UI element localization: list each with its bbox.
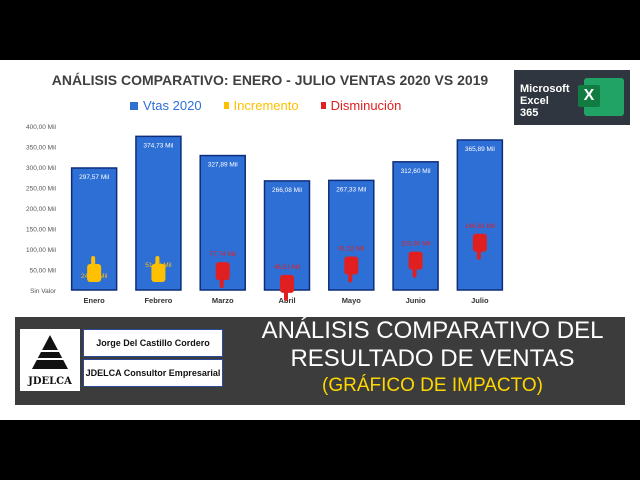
- banner-title: ANÁLISIS COMPARATIVO DEL RESULTADO DE VE…: [240, 317, 625, 373]
- thumbs-down-icon: [344, 256, 359, 275]
- legend-label-incremento: Incremento: [233, 98, 299, 113]
- data-label-decrease: 46,51 Mil: [274, 264, 301, 271]
- badge-line-version: 365: [520, 107, 539, 119]
- thumbs-down-icon: [408, 251, 423, 270]
- thumbs-down-thumb-icon: [412, 267, 417, 278]
- y-tick-label: 250,00 Mil: [26, 186, 57, 193]
- x-tick-label: Febrero: [144, 296, 172, 305]
- bar-vtas-2020: [199, 154, 246, 291]
- banner-title-line1: ANÁLISIS COMPARATIVO DEL: [261, 317, 604, 344]
- y-tick-label: 200,00 Mil: [26, 206, 57, 213]
- legend-label-disminucion: Disminución: [330, 98, 402, 113]
- thumbs-down-thumb-icon: [476, 249, 481, 260]
- banner-subtitle: (GRÁFICO DE IMPACTO): [322, 375, 543, 396]
- x-tick-label: Mayo: [342, 296, 362, 305]
- thumbs-up-icon: [151, 264, 166, 282]
- thumbs-down-icon: [320, 102, 326, 109]
- data-label-vtas: 312,60 Mil: [401, 168, 432, 175]
- data-label-vtas: 374,73 Mil: [143, 142, 174, 149]
- y-tick-label: 350,00 Mil: [26, 145, 57, 152]
- chart-legend: Vtas 2020 Incremento Disminución: [130, 98, 401, 113]
- y-tick-label: 400,00 Mil: [26, 124, 57, 131]
- thumbs-up-thumb-icon: [155, 256, 160, 266]
- pyramid-logo-icon: [32, 335, 68, 369]
- data-label-vtas: 365,89 Mil: [465, 146, 496, 153]
- x-tick-label: Junio: [406, 296, 426, 305]
- data-label-decrease: 146,81 Mil: [465, 223, 496, 230]
- company-logo: JDELCA: [20, 329, 80, 391]
- badge-line-microsoft: Microsoft: [520, 83, 570, 95]
- author-name: Jorge Del Castillo Cordero: [83, 329, 223, 357]
- data-label-decrease: 91,52 Mil: [338, 245, 365, 252]
- legend-swatch-vtas: [130, 101, 138, 110]
- y-tick-label: 300,00 Mil: [26, 165, 57, 172]
- chart-canvas: Sin Valor 50,00 Mil 100,00 Mil 150,00 Mil 20…: [26, 124, 504, 305]
- legend-item-vtas: Vtas 2020: [130, 98, 202, 113]
- thumbs-down-icon: [215, 262, 230, 281]
- data-label-vtas: 297,57 Mil: [79, 174, 110, 181]
- y-tick-label: 50,00 Mil: [30, 268, 57, 275]
- thumbs-up-icon: [87, 264, 102, 282]
- legend-item-incremento: Incremento: [223, 98, 299, 113]
- company-name: JDELCA Consultor Empresarial: [83, 359, 223, 387]
- excel-badge-text: Microsoft Excel 365: [520, 83, 570, 119]
- data-label-vtas: 266,08 Mil: [272, 187, 303, 194]
- excel-icon-letter: X: [578, 85, 600, 107]
- thumbs-down-icon: [280, 274, 294, 293]
- y-tick-label: 150,00 Mil: [26, 227, 57, 234]
- badge-line-excel: Excel: [520, 95, 549, 107]
- data-label-decrease: 103,30 Mil: [401, 241, 432, 248]
- thumbs-up-icon: [223, 102, 229, 109]
- legend-label-vtas: Vtas 2020: [143, 98, 202, 113]
- thumbs-up-thumb-icon: [91, 256, 96, 266]
- y-tick-label: 100,00 Mil: [26, 247, 57, 254]
- thumbs-down-thumb-icon: [348, 272, 353, 283]
- thumbs-down-thumb-icon: [284, 290, 288, 301]
- x-tick-label: Marzo: [212, 296, 234, 305]
- y-tick-label: Sin Valor: [30, 288, 57, 295]
- title-banner: JDELCA Jorge Del Castillo Cordero JDELCA…: [15, 317, 625, 405]
- chart-frame: Sin Valor 50,00 Mil 100,00 Mil 150,00 Mil 20…: [0, 60, 640, 420]
- excel-badge: Microsoft Excel 365 X: [514, 70, 630, 125]
- thumbs-down-icon: [472, 233, 487, 252]
- chart-title: ANÁLISIS COMPARATIVO: ENERO - JULIO VENT…: [51, 72, 489, 88]
- thumbs-down-thumb-icon: [219, 278, 224, 289]
- bar-vtas-2020: [456, 139, 504, 291]
- data-label-vtas: 267,33 Mil: [336, 186, 367, 193]
- legend-item-disminucion: Disminución: [320, 98, 402, 113]
- data-label-vtas: 327,89 Mil: [208, 162, 239, 169]
- x-tick-label: Enero: [84, 296, 106, 305]
- data-label-decrease: 77,74 Mil: [210, 251, 237, 258]
- excel-icon: X: [578, 78, 624, 116]
- banner-title-line2: RESULTADO DE VENTAS: [290, 345, 575, 372]
- x-tick-label: Julio: [471, 296, 489, 305]
- logo-text: JDELCA: [28, 376, 72, 387]
- bar-vtas-2020: [263, 180, 311, 291]
